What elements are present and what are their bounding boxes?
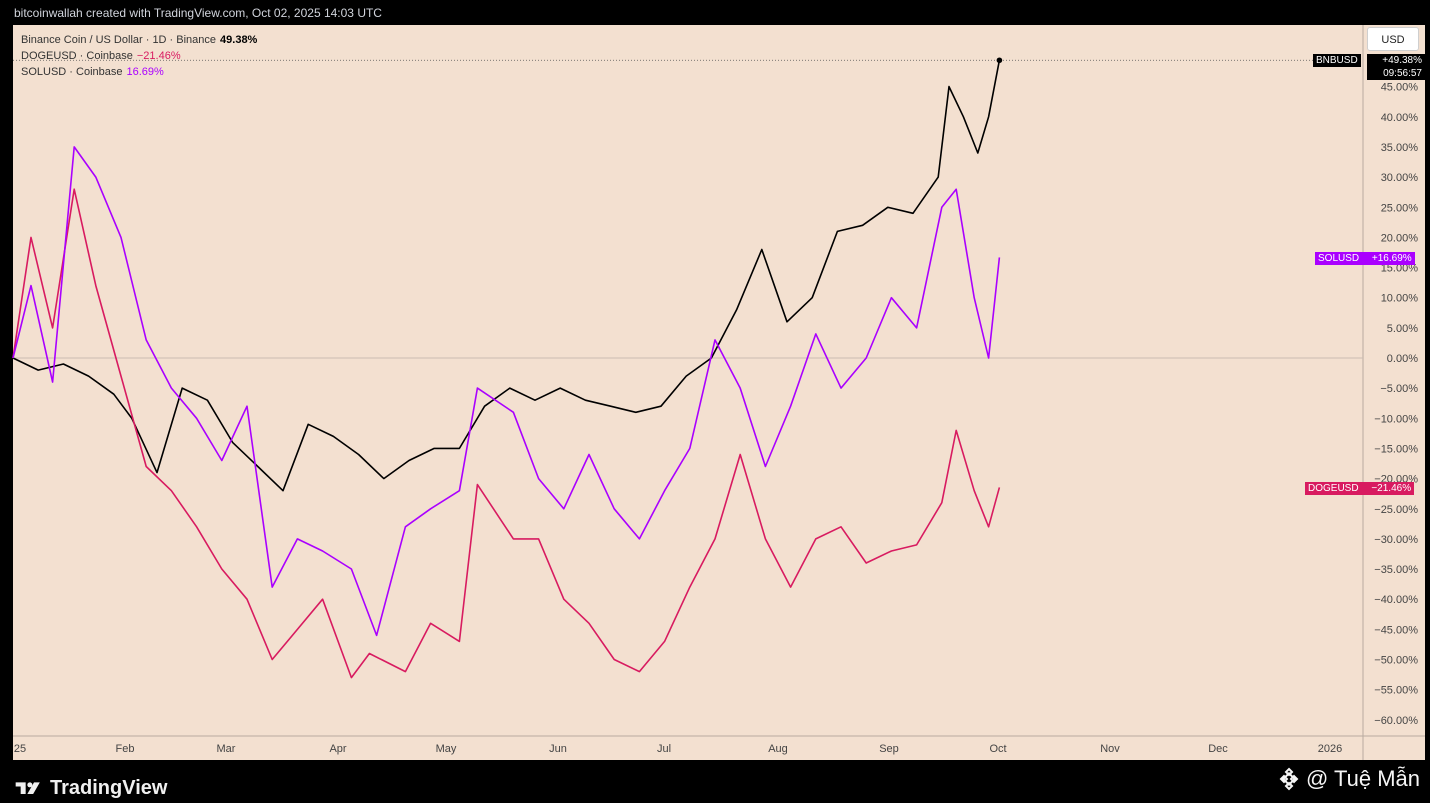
x-tick-label: Aug	[768, 743, 788, 755]
x-tick-label: May	[436, 743, 457, 755]
sol-series-badge: SOLUSD +16.69%	[1315, 252, 1415, 265]
y-tick-label: −60.00%	[1374, 715, 1418, 727]
brand-text: TradingView	[50, 777, 168, 799]
bnb-value: +49.38%	[1382, 55, 1422, 66]
bnb-countdown: 09:56:57	[1383, 68, 1422, 79]
x-tick-label: 2026	[1318, 743, 1342, 755]
watermark-credit: @ Tuệ Mẫn	[1276, 766, 1420, 792]
doge-series-badge: DOGEUSD −21.46%	[1305, 482, 1415, 495]
binance-logo-icon	[1279, 767, 1299, 791]
chart-frame: 45.00% 40.00% 35.00% 30.00% 25.00% 20.00% 15.0…	[0, 25, 1430, 765]
y-tick-label: 45.00%	[1381, 82, 1419, 94]
y-tick-label: −30.00%	[1374, 534, 1418, 546]
legend-name: SOLUSD · Coinbase	[21, 66, 123, 78]
legend-name: DOGEUSD · Coinbase	[21, 50, 133, 62]
attribution-bar: bitcoinwallah created with TradingView.c…	[0, 0, 1430, 25]
bnb-value-badge: +49.38% 09:56:57	[1367, 54, 1425, 80]
x-tick-label: Oct	[989, 743, 1006, 755]
y-tick-label: −50.00%	[1374, 655, 1418, 667]
y-tick-label: 25.00%	[1381, 202, 1419, 214]
x-tick-label: Jul	[657, 743, 671, 755]
y-tick-label: −10.00%	[1374, 413, 1418, 425]
bnb-last-point	[996, 57, 1003, 64]
bnb-label: BNBUSD	[1316, 55, 1358, 66]
y-tick-label: −5.00%	[1380, 383, 1418, 395]
y-tick-label: 30.00%	[1381, 172, 1419, 184]
y-axis-ticks: 45.00% 40.00% 35.00% 30.00% 25.00% 20.00% 15.0…	[1374, 82, 1418, 727]
legend-name: Binance Coin / US Dollar · 1D · Binance	[21, 34, 217, 46]
tradingview-logo-icon	[15, 781, 40, 794]
y-tick-label: −15.00%	[1374, 443, 1418, 455]
series-group	[12, 57, 1363, 679]
y-tick-label: 20.00%	[1381, 232, 1419, 244]
x-tick-label: Sep	[879, 743, 899, 755]
doge-label: DOGEUSD	[1308, 483, 1359, 494]
credit-text: @ Tuệ Mẫn	[1305, 766, 1420, 791]
x-tick-label: Feb	[116, 743, 135, 755]
doge-value: −21.46%	[1371, 483, 1412, 494]
currency-button[interactable]: USD	[1367, 27, 1419, 51]
x-tick-label: Mar	[217, 743, 236, 755]
x-tick-label: Jun	[549, 743, 567, 755]
sol-label: SOLUSD	[1318, 253, 1360, 264]
y-tick-label: 5.00%	[1387, 323, 1418, 335]
y-tick-label: 0.00%	[1387, 353, 1418, 365]
plot-area	[13, 25, 1363, 736]
footer-bar: TradingView @ Tuệ Mẫn	[0, 765, 1430, 803]
y-tick-label: −55.00%	[1374, 685, 1418, 697]
legend-item-bnb[interactable]: Binance Coin / US Dollar · 1D · Binance 4…	[21, 32, 257, 48]
y-tick-label: 10.00%	[1381, 293, 1419, 305]
price-axis-area	[1363, 25, 1425, 736]
series-line-solusd	[12, 146, 1001, 637]
series-line-dogeusd	[12, 188, 1001, 679]
y-tick-label: 35.00%	[1381, 142, 1419, 154]
legend-item-doge[interactable]: DOGEUSD · Coinbase −21.46%	[21, 48, 257, 64]
tradingview-brand[interactable]: TradingView	[14, 777, 167, 800]
bnb-series-label: BNBUSD	[1313, 54, 1361, 67]
x-tick-label: Nov	[1100, 743, 1120, 755]
y-tick-label: 15.00%	[1381, 263, 1419, 275]
chart-legend: Binance Coin / US Dollar · 1D · Binance 4…	[21, 32, 257, 80]
x-tick-label: Apr	[329, 743, 346, 755]
attribution-text: bitcoinwallah created with TradingView.c…	[14, 6, 382, 20]
y-tick-label: −25.00%	[1374, 504, 1418, 516]
sol-value: +16.69%	[1371, 253, 1412, 264]
legend-item-sol[interactable]: SOLUSD · Coinbase 16.69%	[21, 64, 257, 80]
series-line-bnbusd	[12, 60, 1001, 492]
y-tick-label: −40.00%	[1374, 594, 1418, 606]
x-axis-ticks: 25 Feb Mar Apr May Jun Jul Aug Sep Oct Nov Dec 2026	[14, 743, 1342, 755]
time-axis-area	[13, 736, 1425, 760]
y-tick-label: 40.00%	[1381, 112, 1419, 124]
y-tick-label: −45.00%	[1374, 624, 1418, 636]
y-tick-label: −35.00%	[1374, 564, 1418, 576]
legend-value: −21.46%	[136, 50, 181, 62]
legend-value: 16.69%	[126, 66, 164, 78]
chart-canvas[interactable]: 45.00% 40.00% 35.00% 30.00% 25.00% 20.00% 15.0…	[0, 25, 1430, 765]
x-tick-label: Dec	[1208, 743, 1228, 755]
legend-value: 49.38%	[220, 34, 258, 46]
x-tick-label: 25	[14, 743, 26, 755]
